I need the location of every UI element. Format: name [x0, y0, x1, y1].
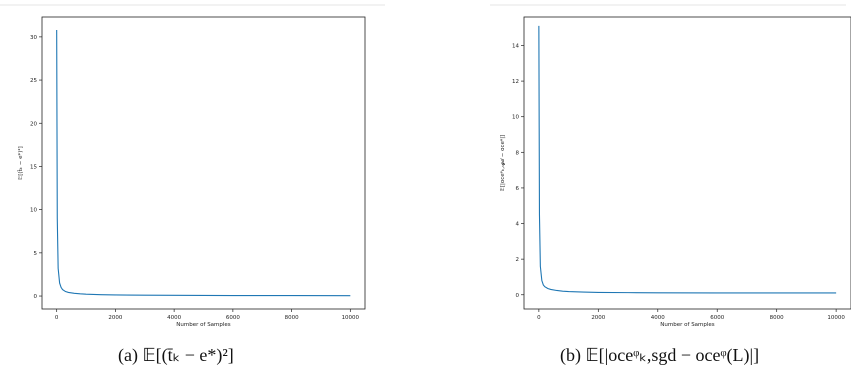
chart-panel-b: 0 2000 4000 6000 8000 10000 0 2 4 6 8 10 12 14 Number … [490, 0, 851, 330]
x-tick-label: 0 [537, 315, 541, 321]
x-tick-label: 8000 [770, 315, 784, 321]
y-tick-label: 0 [34, 294, 38, 300]
x-tick-label: 4000 [651, 315, 665, 321]
chart-a: 0 2000 4000 6000 8000 10000 0 5 10 15 20 25 30 Number… [0, 4, 385, 328]
x-tick-label: 6000 [226, 315, 240, 321]
y-tick-label: 10 [30, 208, 37, 214]
y-tick-label: 14 [512, 43, 519, 49]
x-tick-label: 10000 [827, 315, 845, 321]
x-tick-label: 2000 [591, 315, 605, 321]
y-tick-label: 15 [30, 164, 37, 170]
y-tick-label: 8 [516, 150, 520, 156]
x-tick-label: 8000 [285, 315, 299, 321]
x-tick-label: 2000 [108, 315, 122, 321]
y-axis-label: 𝔼[|oceᵠₖ,ₛ𝓰𝒹 − oceᵠ|] [500, 135, 506, 191]
y-tick-label: 0 [516, 293, 520, 299]
y-axis-label: 𝔼[(t̄ₖ − e*)²] [17, 146, 24, 180]
series-line [56, 29, 351, 297]
caption-b-expr: 𝔼[|oceᵠₖ,sgd − oceᵠ(L)|] [585, 345, 760, 365]
y-tick-label: 10 [512, 115, 519, 121]
caption-a-expr: 𝔼[(t̄ₖ − e*)²] [142, 345, 234, 365]
y-tick-label: 2 [516, 257, 520, 263]
y-tick-label: 20 [30, 121, 37, 127]
x-tick-label: 10000 [342, 315, 360, 321]
x-tick-label: 6000 [710, 315, 724, 321]
chart-panel-a: 0 2000 4000 6000 8000 10000 0 5 10 15 20 25 30 Number… [0, 0, 390, 330]
plot-frame [523, 16, 851, 310]
series-line [538, 25, 837, 294]
x-tick-label: 4000 [167, 315, 181, 321]
y-tick-label: 25 [30, 78, 37, 84]
caption-b-label: (b) [560, 345, 581, 365]
x-axis-label: Number of Samples [660, 322, 715, 328]
y-tick-label: 4 [516, 222, 520, 228]
x-tick-label: 0 [55, 315, 59, 321]
x-axis-label: Number of Samples [176, 322, 231, 328]
y-tick-label: 12 [512, 79, 519, 85]
caption-a-label: (a) [118, 345, 138, 365]
caption-b: (b) 𝔼[|oceᵠₖ,sgd − oceᵠ(L)|] [560, 345, 759, 366]
y-tick-label: 30 [30, 35, 37, 41]
chart-b: 0 2000 4000 6000 8000 10000 0 2 4 6 8 10 12 14 Number … [490, 4, 851, 328]
plot-frame [41, 16, 366, 310]
y-tick-label: 6 [516, 186, 520, 192]
caption-a: (a) 𝔼[(t̄ₖ − e*)²] [118, 345, 234, 366]
y-tick-label: 5 [34, 251, 38, 257]
